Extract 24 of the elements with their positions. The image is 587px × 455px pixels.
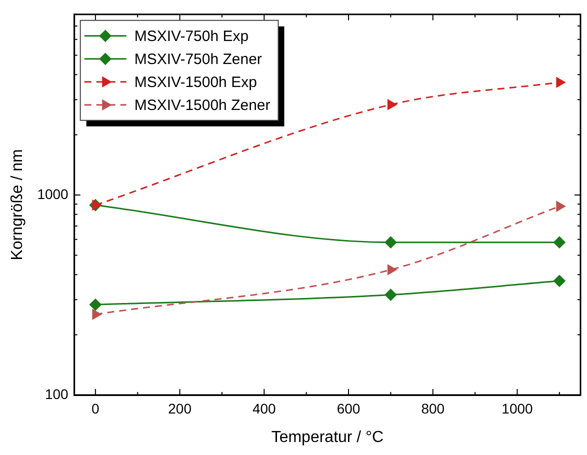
legend-label: MSXIV-1500h Zener	[134, 97, 270, 114]
legend-label: MSXIV-750h Zener	[134, 51, 262, 68]
legend-label: MSXIV-750h Exp	[134, 28, 249, 46]
x-tick-label: 200	[168, 400, 192, 416]
legend-label: MSXIV-1500h Exp	[134, 74, 257, 92]
y-axis-title: Korngröße / nm	[9, 149, 26, 260]
point	[89, 298, 102, 311]
point	[387, 264, 397, 275]
point	[553, 274, 566, 287]
y-tick-label: 100	[44, 386, 69, 402]
point	[92, 309, 102, 320]
point	[384, 288, 397, 301]
x-tick-label: 400	[252, 400, 276, 416]
x-tick-label: 800	[421, 400, 445, 416]
point	[553, 236, 566, 248]
x-tick-label: 0	[92, 400, 100, 416]
point	[556, 77, 566, 88]
point	[92, 200, 102, 210]
point	[387, 99, 397, 110]
x-tick-label: 1000	[502, 400, 534, 416]
point	[556, 201, 566, 212]
point	[384, 236, 397, 248]
x-tick-label: 600	[336, 400, 360, 416]
x-axis-title: Temperatur / °C	[271, 428, 384, 446]
